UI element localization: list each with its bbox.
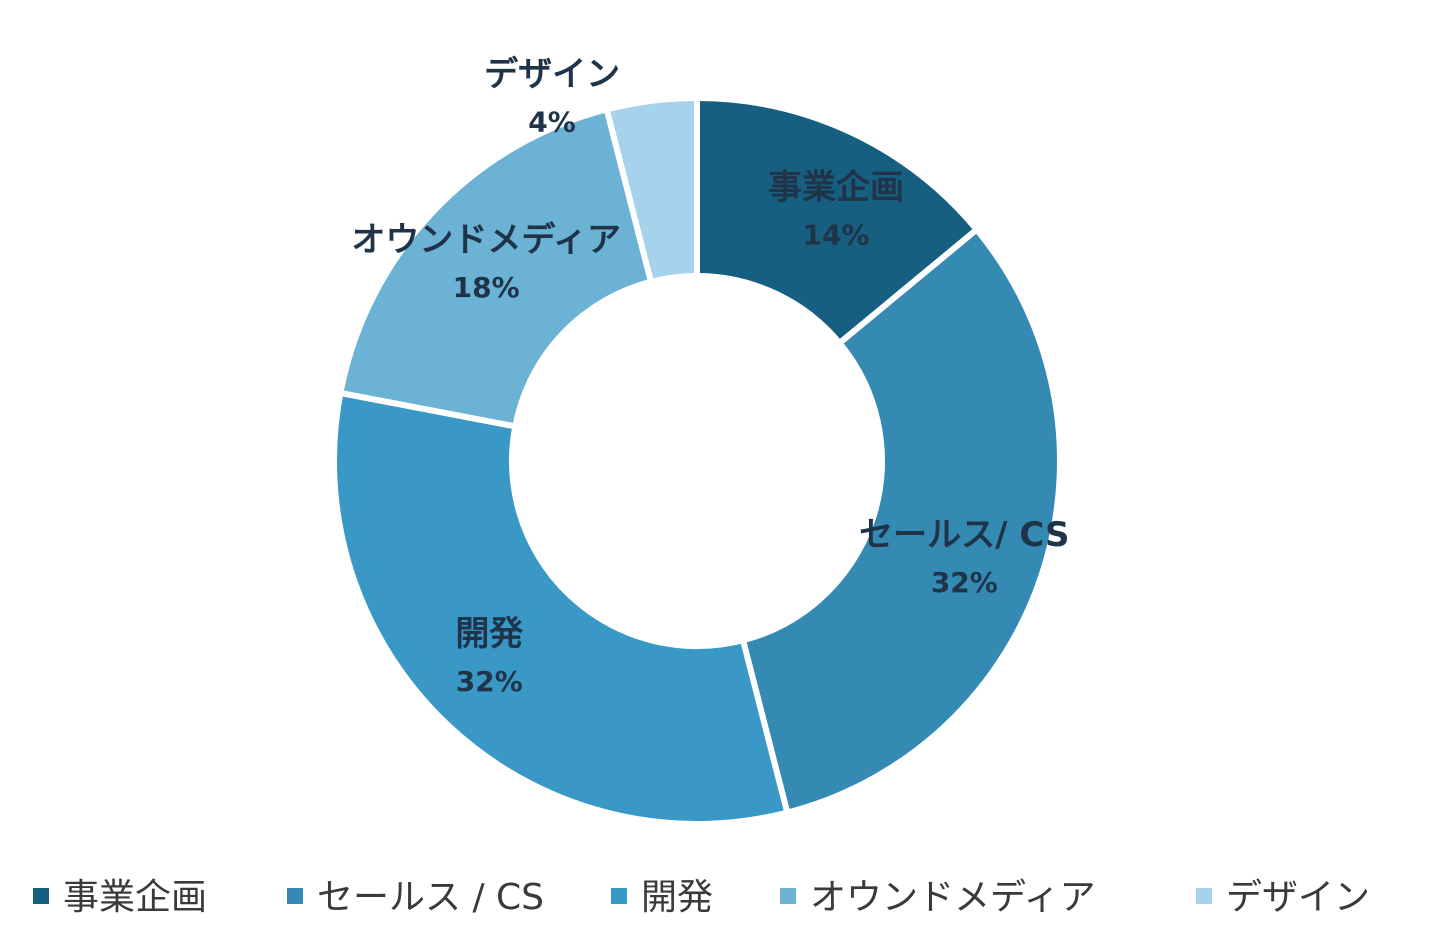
slice-1-percent-label: 14%: [802, 218, 869, 251]
legend: 事業企画 セールス / CS 開発 オウンドメディア デザイン: [33, 877, 1370, 918]
slice-1-label: 事業企画 14%: [768, 167, 904, 251]
slice-3-wedge: [331, 389, 791, 827]
slice-2-wedge: [739, 225, 1063, 817]
slice-5-label: デザイン 4%: [484, 55, 620, 139]
legend-swatch-4: [780, 888, 796, 904]
slice-4-category-label: オウンドメディア: [351, 220, 621, 260]
slice-3-percent-label: 32%: [456, 665, 523, 698]
legend-label-3: 開発: [641, 877, 713, 918]
slice-4-label: オウンドメディア 18%: [351, 220, 621, 304]
slice-3-category-label: 開発: [455, 614, 524, 654]
slice-4-percent-label: 18%: [453, 271, 520, 304]
legend-label-1: 事業企画: [63, 877, 207, 918]
legend-swatch-5: [1196, 888, 1212, 904]
legend-swatch-3: [611, 888, 627, 904]
slice-5-wedge: [603, 94, 700, 286]
slice-2-percent-label: 32%: [931, 566, 998, 599]
slices: [331, 94, 1063, 827]
legend-swatch-2: [287, 888, 303, 904]
slice-2-category-label: セールス/ CS: [859, 515, 1069, 555]
slice-2-label: セールス/ CS 32%: [859, 515, 1069, 599]
legend-label-2: セールス / CS: [317, 877, 544, 918]
slice-3-label: 開発 32%: [455, 614, 524, 698]
slice-5-percent-label: 4%: [528, 106, 576, 139]
data-labels: 事業企画 14% セールス/ CS 32% 開発 32% オウンドメディア 18% デザイン 4%: [351, 55, 1069, 699]
legend-label-5: デザイン: [1226, 877, 1370, 918]
legend-swatch-1: [33, 888, 49, 904]
slice-1-wedge: [694, 94, 981, 348]
slice-1-category-label: 事業企画: [768, 167, 904, 207]
slice-5-category-label: デザイン: [484, 55, 620, 95]
slice-4-wedge: [336, 105, 655, 430]
legend-label-4: オウンドメディア: [810, 877, 1095, 918]
